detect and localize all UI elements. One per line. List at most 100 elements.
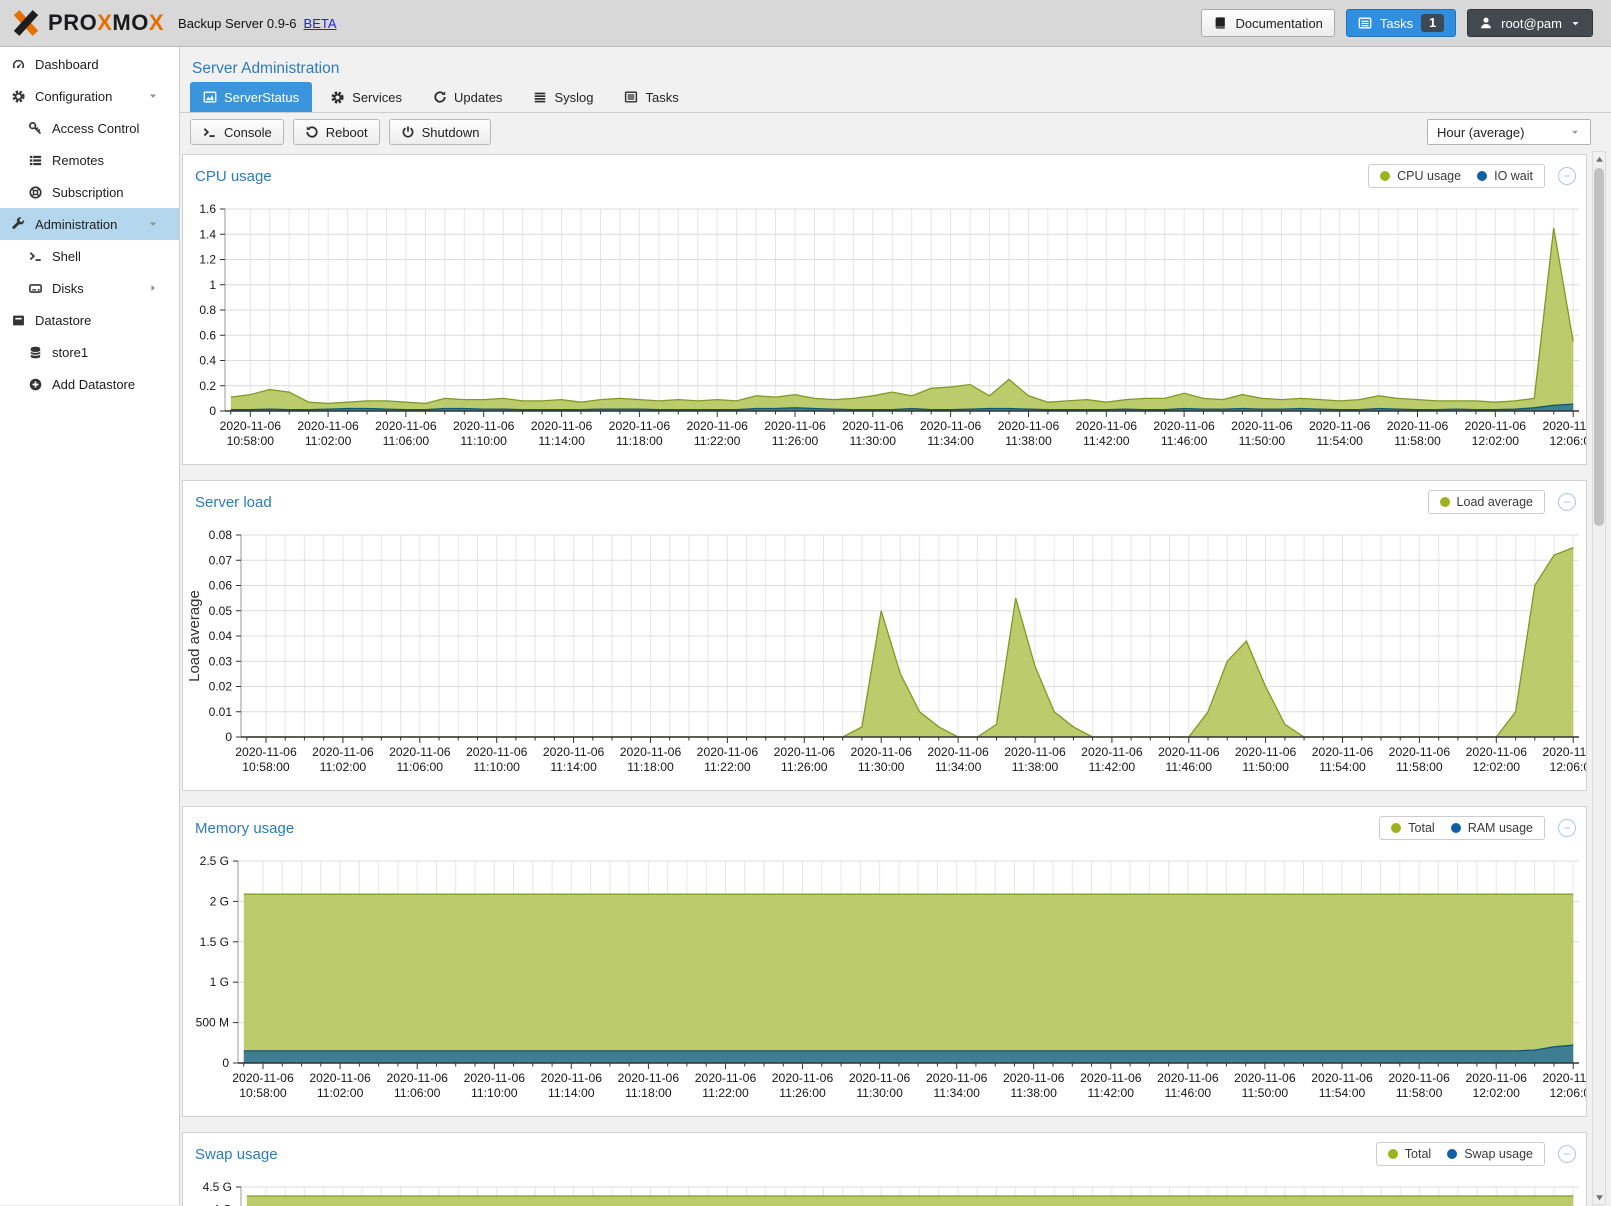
- sidebar-item-store1[interactable]: store1: [0, 336, 179, 368]
- chevron-down-icon[interactable]: [144, 219, 161, 229]
- svg-text:2020-11-06: 2020-11-06: [386, 1071, 448, 1085]
- svg-text:11:22:00: 11:22:00: [702, 1086, 749, 1100]
- svg-text:4 G: 4 G: [213, 1202, 232, 1206]
- sidebar-item-label: Administration: [35, 216, 118, 232]
- sidebar-item-datastore[interactable]: Datastore: [0, 304, 179, 336]
- gears-icon: [10, 89, 27, 104]
- legend-item-io-wait[interactable]: IO wait: [1477, 169, 1533, 183]
- svg-text:11:54:00: 11:54:00: [1316, 434, 1363, 448]
- documentation-button[interactable]: Documentation: [1201, 9, 1335, 37]
- svg-text:2020-11-06: 2020-11-06: [1080, 1071, 1142, 1085]
- user-icon: [1479, 16, 1493, 30]
- tab-syslog[interactable]: Syslog: [520, 82, 606, 112]
- svg-text:2020-11-06: 2020-11-06: [1465, 1071, 1527, 1085]
- sidebar-item-remotes[interactable]: Remotes: [0, 144, 179, 176]
- tab-tasks[interactable]: Tasks: [611, 82, 691, 112]
- svg-text:0.07: 0.07: [209, 553, 233, 567]
- reboot-button[interactable]: Reboot: [292, 119, 380, 145]
- svg-text:11:10:00: 11:10:00: [460, 434, 507, 448]
- collapse-panel-icon[interactable]: [1558, 1145, 1576, 1163]
- svg-text:2020-11-06: 2020-11-06: [1158, 745, 1220, 759]
- sidebar-item-disks[interactable]: Disks: [0, 272, 179, 304]
- server-load-chart-svg: 0 0.01 0.02 0.03 0.04 0.05 0.06 0.07 0.08 2020-11…: [186, 528, 1604, 774]
- remotes-icon: [27, 153, 44, 168]
- tab-updates[interactable]: Updates: [420, 82, 515, 112]
- svg-text:11:14:00: 11:14:00: [548, 1086, 595, 1100]
- svg-text:12:02:00: 12:02:00: [1473, 760, 1521, 774]
- sidebar-item-configuration[interactable]: Configuration: [0, 80, 179, 112]
- vertical-scrollbar[interactable]: [1592, 151, 1606, 1205]
- legend-item-load-average[interactable]: Load average: [1439, 495, 1533, 509]
- scroll-down-arrow[interactable]: [1593, 1190, 1605, 1204]
- sidebar-item-access-control[interactable]: Access Control: [0, 112, 179, 144]
- chart-icon: [203, 90, 217, 104]
- svg-text:1.6: 1.6: [199, 202, 216, 216]
- svg-text:11:18:00: 11:18:00: [627, 760, 674, 774]
- sidebar-item-shell[interactable]: Shell: [0, 240, 179, 272]
- svg-text:2020-11-06: 2020-11-06: [1003, 1071, 1065, 1085]
- svg-text:11:38:00: 11:38:00: [1010, 1086, 1057, 1100]
- scrollbar-thumb[interactable]: [1594, 168, 1604, 526]
- tab-serverstatus[interactable]: ServerStatus: [190, 82, 313, 112]
- server-load-panel-title: Server load: [195, 493, 272, 511]
- sidebar-item-label: Access Control: [52, 120, 140, 136]
- sidebar-item-administration[interactable]: Administration: [0, 208, 179, 240]
- svg-text:2020-11-06: 2020-11-06: [620, 745, 682, 759]
- svg-text:11:50:00: 11:50:00: [1239, 434, 1286, 448]
- svg-text:2020-11-06: 2020-11-06: [1004, 745, 1066, 759]
- legend-item-total[interactable]: Total: [1391, 821, 1435, 835]
- cpu-usage-panel-header: CPU usage CPU usage IO wait: [183, 155, 1586, 197]
- collapse-panel-icon[interactable]: [1558, 167, 1576, 185]
- svg-text:2020-11-06: 2020-11-06: [920, 419, 982, 433]
- chevron-right-icon[interactable]: [144, 283, 161, 293]
- beta-link[interactable]: BETA: [303, 15, 337, 31]
- svg-text:2020-11-06: 2020-11-06: [695, 1071, 757, 1085]
- rotate-left-icon: [305, 125, 319, 139]
- chevron-down-icon: [1569, 126, 1581, 138]
- svg-text:0.03: 0.03: [209, 654, 233, 668]
- tasks-button[interactable]: Tasks 1: [1345, 9, 1457, 37]
- collapse-panel-icon[interactable]: [1558, 493, 1576, 511]
- collapse-panel-icon[interactable]: [1558, 819, 1576, 837]
- tab-services[interactable]: Services: [317, 82, 415, 112]
- svg-text:2020-11-06: 2020-11-06: [772, 1071, 834, 1085]
- server-load-legend: Load average: [1427, 490, 1545, 514]
- scroll-up-arrow[interactable]: [1593, 152, 1605, 166]
- shutdown-button[interactable]: Shutdown: [388, 119, 492, 145]
- svg-text:0.02: 0.02: [209, 680, 233, 694]
- svg-text:11:46:00: 11:46:00: [1161, 434, 1208, 448]
- svg-text:11:58:00: 11:58:00: [1394, 434, 1441, 448]
- legend-item-swap-usage[interactable]: Swap usage: [1447, 1147, 1533, 1161]
- svg-text:2 G: 2 G: [210, 894, 229, 908]
- svg-text:1.2: 1.2: [199, 253, 216, 267]
- sidebar-item-add-datastore[interactable]: Add Datastore: [0, 368, 179, 400]
- svg-text:11:50:00: 11:50:00: [1242, 1086, 1289, 1100]
- legend-item-ram-usage[interactable]: RAM usage: [1450, 821, 1533, 835]
- sidebar-item-dashboard[interactable]: Dashboard: [0, 48, 179, 80]
- svg-text:1 G: 1 G: [210, 975, 229, 989]
- sidebar-item-subscription[interactable]: Subscription: [0, 176, 179, 208]
- top-bar: PROXMOX Backup Server 0.9-6 BETA Documen…: [0, 0, 1611, 47]
- terminal-icon: [202, 125, 217, 140]
- svg-text:11:14:00: 11:14:00: [538, 434, 585, 448]
- chevron-down-icon[interactable]: [144, 91, 161, 101]
- svg-text:0.01: 0.01: [209, 705, 233, 719]
- sidebar: Dashboard Configuration Access Control Remo…: [0, 47, 180, 1205]
- svg-text:11:26:00: 11:26:00: [779, 1086, 826, 1100]
- user-menu-button[interactable]: root@pam: [1467, 9, 1593, 37]
- svg-text:11:42:00: 11:42:00: [1083, 434, 1130, 448]
- console-button[interactable]: Console: [190, 119, 284, 145]
- legend-item-total[interactable]: Total: [1387, 1147, 1431, 1161]
- svg-text:11:22:00: 11:22:00: [704, 760, 751, 774]
- tasks-list-icon: [1358, 16, 1372, 30]
- svg-text:11:46:00: 11:46:00: [1165, 1086, 1212, 1100]
- legend-item-cpu-usage[interactable]: CPU usage: [1380, 169, 1461, 183]
- archive-icon: [10, 313, 27, 328]
- svg-text:0.4: 0.4: [199, 354, 216, 368]
- server-load-chart: 0 0.01 0.02 0.03 0.04 0.05 0.06 0.07 0.08 2020-11…: [183, 523, 1604, 790]
- timeframe-dropdown[interactable]: Hour (average): [1427, 119, 1591, 145]
- svg-text:2020-11-06: 2020-11-06: [531, 419, 593, 433]
- terminal-icon: [27, 249, 44, 264]
- svg-text:2020-11-06: 2020-11-06: [375, 419, 437, 433]
